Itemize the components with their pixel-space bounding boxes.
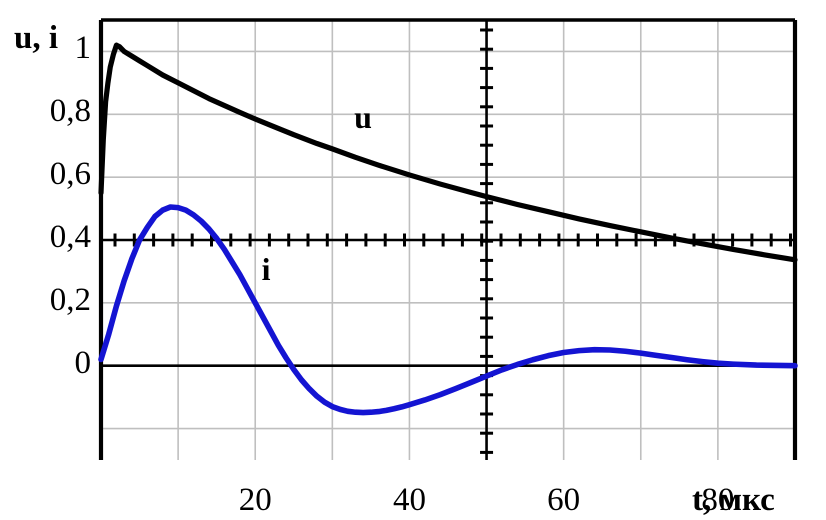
x-tick-label: 80 bbox=[701, 482, 735, 518]
y-tick-label: 0 bbox=[74, 344, 92, 381]
y-tick-label: 0,8 bbox=[49, 93, 91, 130]
x-tick-label: 40 bbox=[392, 482, 426, 518]
x-axis-title: t, мкс bbox=[692, 482, 775, 518]
y-tick-label: 1 bbox=[74, 30, 92, 67]
y-axis-title: u, i bbox=[14, 20, 59, 56]
x-tick-label: 20 bbox=[238, 482, 272, 518]
x-tick-label: 60 bbox=[547, 482, 581, 518]
y-tick-label: 0,4 bbox=[49, 219, 91, 255]
y-tick-label: 0,6 bbox=[49, 156, 91, 193]
y-tick-label: 0,2 bbox=[49, 281, 91, 318]
data-series bbox=[98, 42, 798, 416]
series-label-u: u bbox=[354, 98, 372, 135]
series-label-i: i bbox=[261, 251, 271, 287]
plot-frame bbox=[98, 18, 798, 460]
